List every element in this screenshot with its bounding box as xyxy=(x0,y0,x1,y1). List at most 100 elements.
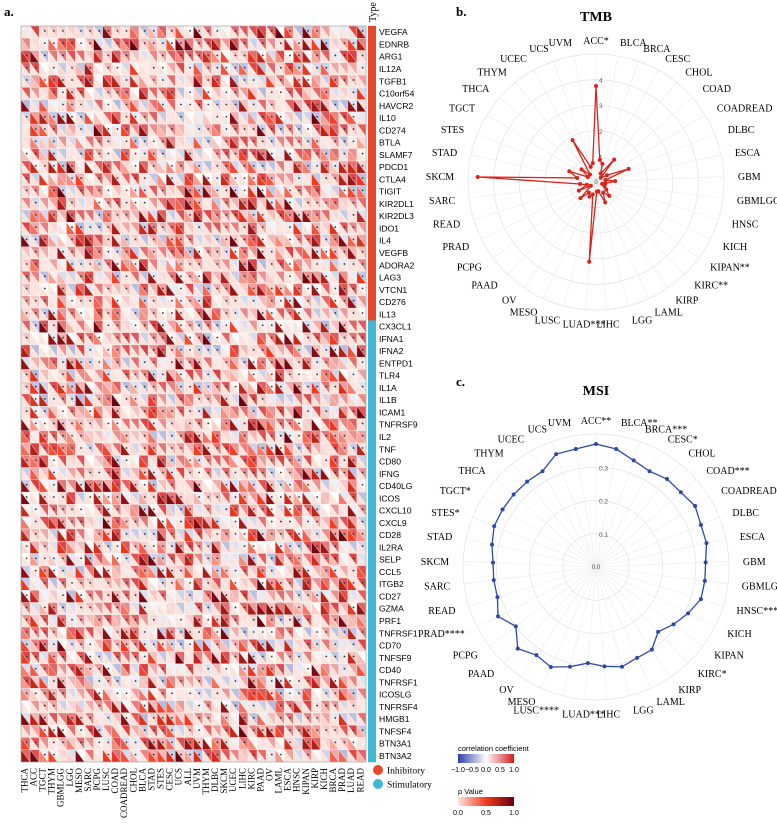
significance-dot xyxy=(71,447,73,449)
significance-dot xyxy=(334,54,337,57)
significance-dot xyxy=(261,128,264,130)
significance-dot xyxy=(180,299,182,302)
significance-dot xyxy=(52,115,55,118)
significance-dot xyxy=(52,361,55,364)
significance-dot xyxy=(170,631,173,633)
significance-dot xyxy=(361,385,364,388)
significance-dot xyxy=(316,152,319,155)
significance-dot xyxy=(361,30,364,32)
significance-dot xyxy=(216,324,219,327)
significance-dot xyxy=(325,201,328,204)
significance-dot xyxy=(289,557,291,560)
significance-dot xyxy=(252,287,255,290)
significance-dot xyxy=(325,631,328,633)
significance-dot xyxy=(143,201,146,204)
significance-dot xyxy=(25,275,28,278)
significance-dot xyxy=(307,299,309,302)
significance-dot xyxy=(152,422,155,425)
significance-dot xyxy=(261,214,264,216)
significance-dot xyxy=(43,618,46,621)
significance-dot xyxy=(252,508,255,511)
significance-dot xyxy=(225,214,228,216)
significance-dot xyxy=(152,471,155,474)
significance-dot xyxy=(34,189,37,192)
significance-dot xyxy=(180,164,182,167)
significance-dot xyxy=(152,410,155,413)
significance-dot xyxy=(243,79,246,81)
significance-dot xyxy=(116,66,119,69)
significance-dot xyxy=(152,226,155,229)
significance-dot xyxy=(243,201,246,204)
significance-dot xyxy=(352,287,355,290)
significance-dot xyxy=(180,226,182,229)
significance-dot xyxy=(170,532,173,535)
significance-dot xyxy=(252,471,255,474)
significance-dot xyxy=(207,508,210,511)
significance-dot xyxy=(25,545,28,548)
significance-dot xyxy=(80,361,83,364)
significance-dot xyxy=(243,631,246,633)
significance-dot xyxy=(25,238,28,241)
significance-dot xyxy=(89,66,92,69)
significance-dot xyxy=(234,508,237,511)
significance-dot xyxy=(34,164,37,167)
significance-dot xyxy=(225,532,228,535)
significance-dot xyxy=(62,557,64,560)
significance-dot xyxy=(198,434,201,437)
significance-dot xyxy=(316,594,319,597)
significance-dot xyxy=(43,299,46,302)
significance-dot xyxy=(361,483,364,486)
significance-dot xyxy=(134,631,137,633)
significance-dot xyxy=(62,594,64,597)
significance-dot xyxy=(243,66,246,69)
significance-dot xyxy=(325,385,328,388)
significance-dot xyxy=(261,532,264,535)
significance-dot xyxy=(152,532,155,535)
significance-dot xyxy=(71,643,73,646)
panel-label-b: b. xyxy=(456,4,466,19)
significance-dot xyxy=(198,226,201,229)
significance-dot xyxy=(89,594,92,597)
significance-dot xyxy=(98,140,101,143)
significance-dot xyxy=(198,103,201,106)
significance-dot xyxy=(89,263,92,265)
significance-dot xyxy=(261,361,264,364)
significance-dot xyxy=(361,152,364,155)
significance-dot xyxy=(43,545,46,548)
significance-dot xyxy=(107,30,110,32)
significance-dot xyxy=(252,631,255,633)
significance-dot xyxy=(261,324,264,327)
significance-dot xyxy=(134,115,137,118)
significance-dot xyxy=(316,434,319,437)
significance-dot xyxy=(89,606,92,609)
significance-dot xyxy=(152,385,155,388)
significance-dot xyxy=(98,312,101,314)
significance-dot xyxy=(325,410,328,413)
significance-dot xyxy=(143,447,146,449)
significance-dot xyxy=(107,263,110,265)
significance-dot xyxy=(116,471,119,474)
significance-dot xyxy=(234,520,237,523)
significance-dot xyxy=(107,471,110,474)
significance-dot xyxy=(270,582,273,584)
significance-dot xyxy=(207,422,210,425)
significance-dot xyxy=(252,545,255,548)
significance-dot xyxy=(225,140,228,143)
significance-dot xyxy=(316,508,319,511)
significance-dot xyxy=(170,30,173,32)
significance-dot xyxy=(152,447,155,449)
significance-dot xyxy=(80,618,83,621)
significance-dot xyxy=(116,30,119,32)
significance-dot xyxy=(243,189,246,192)
significance-dot xyxy=(80,508,83,511)
significance-dot xyxy=(161,66,164,69)
significance-dot xyxy=(325,569,328,572)
significance-dot xyxy=(71,79,73,81)
significance-dot xyxy=(279,115,282,118)
significance-dot xyxy=(352,214,355,216)
significance-dot xyxy=(98,545,101,548)
significance-dot xyxy=(198,164,201,167)
significance-dot xyxy=(189,152,191,155)
significance-dot xyxy=(343,299,346,302)
significance-dot xyxy=(189,263,191,265)
